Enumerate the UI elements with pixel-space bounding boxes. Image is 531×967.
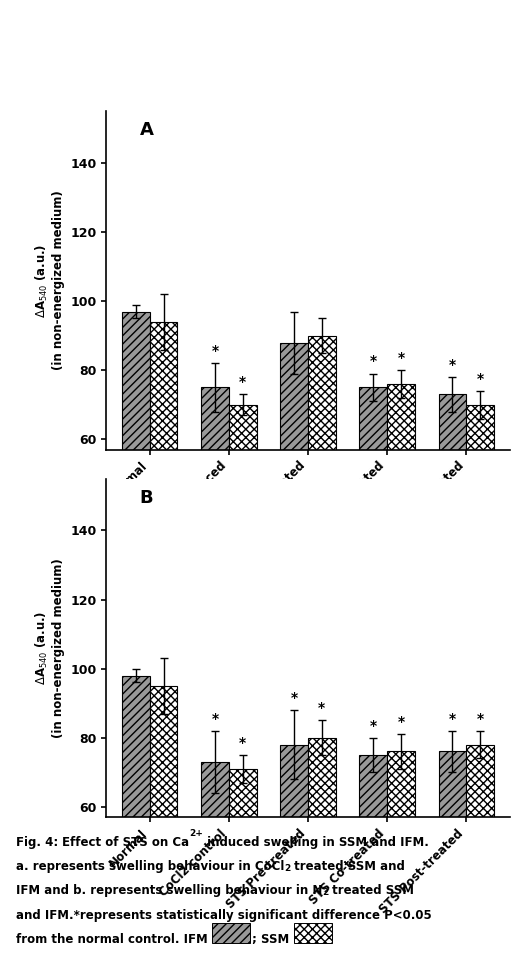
Text: 2: 2 [322,889,328,897]
Text: a. represents swelling behaviour in CoCl: a. represents swelling behaviour in CoCl [16,860,284,873]
Bar [439,395,466,647]
Text: A: A [140,121,153,139]
Text: *: * [370,718,377,733]
Bar [294,923,332,944]
Bar [150,686,177,967]
Text: from the normal control. IFM: from the normal control. IFM [16,933,211,946]
Text: *: * [476,371,484,386]
Text: Fig. 4:: Fig. 4: [16,835,62,849]
Bar [280,342,308,647]
Bar [122,676,150,967]
Bar [211,923,250,944]
Y-axis label: $\Delta$A$_{540}$ (a.u.)
(in non-energized medium): $\Delta$A$_{540}$ (a.u.) (in non-energiz… [33,558,65,738]
Text: *: * [239,736,246,749]
Bar [387,384,415,647]
Text: treated SSM and: treated SSM and [290,860,405,873]
Bar [308,738,336,967]
Bar [201,388,229,647]
Text: induced swelling in SSM and IFM.: induced swelling in SSM and IFM. [203,835,429,849]
Text: *: * [318,701,326,716]
Text: 2: 2 [284,864,290,873]
Text: treated SSM: treated SSM [328,885,414,897]
Bar [466,405,494,647]
Text: *: * [476,712,484,725]
Text: *: * [397,351,405,365]
Text: *: * [370,355,377,368]
Bar [150,322,177,647]
Bar [308,336,336,647]
Bar [122,311,150,647]
Bar [359,755,387,967]
Bar [439,751,466,967]
Text: 2+: 2+ [189,829,203,838]
Text: *: * [211,712,219,725]
Text: *: * [290,690,298,705]
Bar [229,405,256,647]
Text: and IFM.*represents statistically significant difference P<0.05: and IFM.*represents statistically signif… [16,909,432,922]
Y-axis label: $\Delta$A$_{540}$ (a.u.)
(in non-energized medium): $\Delta$A$_{540}$ (a.u.) (in non-energiz… [33,190,65,370]
Text: *: * [397,715,405,729]
Text: ; SSM: ; SSM [252,933,294,946]
Text: *: * [449,358,456,372]
Bar [201,762,229,967]
Text: Effect of STS on Ca: Effect of STS on Ca [62,835,189,849]
Text: B: B [140,489,153,507]
Bar [359,388,387,647]
Text: *: * [449,712,456,725]
Text: *: * [211,344,219,358]
Bar [280,745,308,967]
Bar [466,745,494,967]
Bar [229,769,256,967]
Bar [387,751,415,967]
Text: *: * [239,375,246,389]
Text: IFM and b. represents swelling behaviour in N: IFM and b. represents swelling behaviour… [16,885,322,897]
